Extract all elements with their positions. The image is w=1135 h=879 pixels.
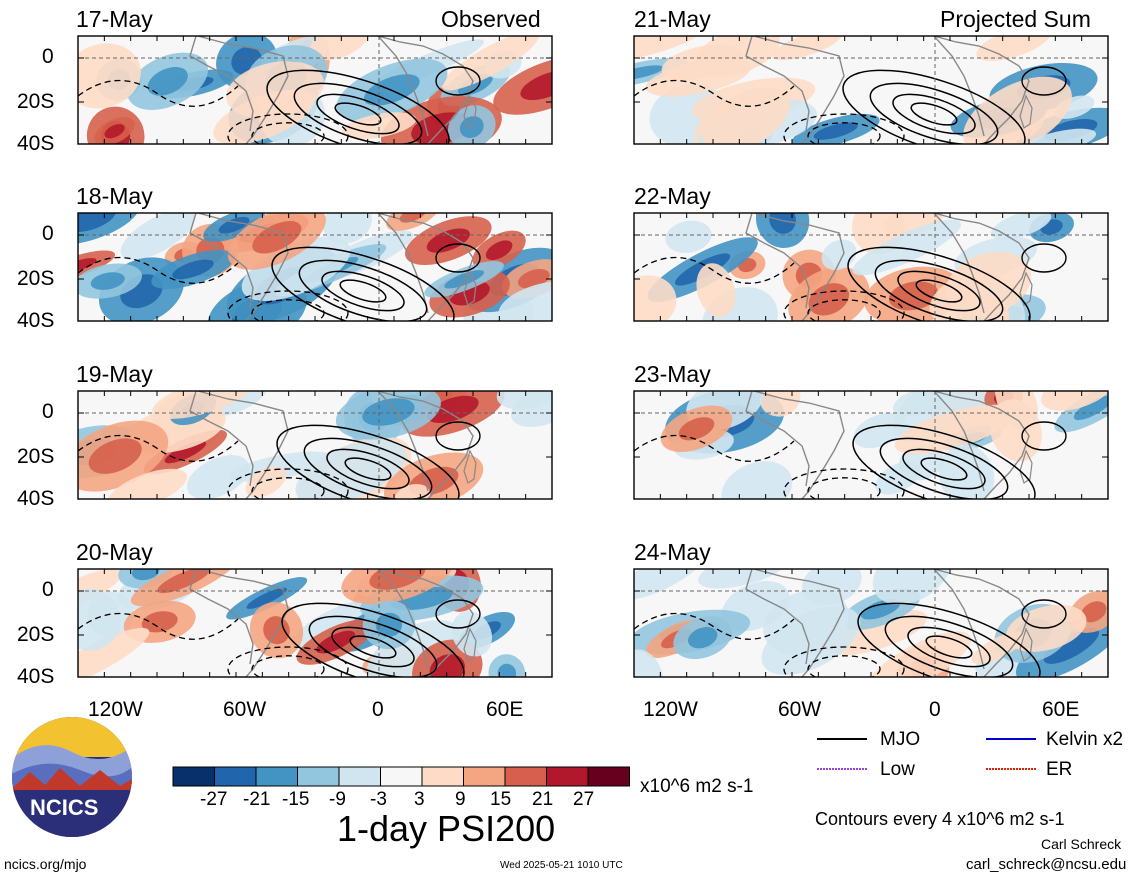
map-panel bbox=[633, 35, 1109, 145]
colorbar-swatch bbox=[172, 766, 215, 787]
colorbar-label: -3 bbox=[370, 789, 387, 810]
panel-date: 20-May bbox=[76, 539, 153, 565]
lat-label: 0 bbox=[42, 578, 54, 601]
lon-label: 60E bbox=[486, 698, 524, 721]
colorbar-swatch bbox=[504, 766, 547, 787]
panel-date: 21-May bbox=[634, 6, 711, 32]
colorbar-units: x10^6 m2 s-1 bbox=[640, 776, 754, 797]
lat-label: 40S bbox=[17, 487, 55, 510]
site-url: ncics.org/mjo bbox=[4, 856, 87, 872]
colorbar-swatch bbox=[338, 766, 381, 787]
lon-label: 120W bbox=[88, 698, 143, 721]
colorbar-label: -21 bbox=[243, 789, 271, 810]
colorbar-label: 3 bbox=[414, 789, 425, 810]
colorbar-label: -9 bbox=[329, 789, 346, 810]
colorbar-swatch bbox=[214, 766, 257, 787]
lat-label: 40S bbox=[17, 309, 55, 332]
legend-label-kelvin: Kelvin x2 bbox=[1046, 729, 1124, 750]
lat-label: 20S bbox=[17, 90, 55, 113]
colorbar-swatch bbox=[380, 766, 423, 787]
lon-label: 60E bbox=[1042, 698, 1080, 721]
colorbar-label: -27 bbox=[200, 789, 228, 810]
lat-label: 20S bbox=[17, 445, 55, 468]
ncics-logo bbox=[12, 717, 132, 837]
map-panel bbox=[77, 568, 553, 678]
colorbar-swatch bbox=[255, 766, 298, 787]
lon-label: 0 bbox=[929, 698, 941, 721]
panel-date: 22-May bbox=[634, 183, 711, 209]
colorbar-swatch bbox=[421, 766, 464, 787]
lon-label: 120W bbox=[643, 698, 698, 721]
figure-title: 1-day PSI200 bbox=[337, 808, 556, 849]
colorbar-label: 9 bbox=[455, 789, 466, 810]
map-panel bbox=[633, 212, 1109, 322]
contours-note: Contours every 4 x10^6 m2 s-1 bbox=[815, 809, 1065, 829]
legend-label-low: Low bbox=[880, 759, 915, 780]
lat-label: 0 bbox=[42, 45, 54, 68]
lat-label: 40S bbox=[17, 132, 55, 155]
legend-label-er: ER bbox=[1046, 759, 1073, 780]
map-panel bbox=[633, 568, 1109, 678]
colorbar-swatch bbox=[587, 766, 630, 787]
panel-date: 18-May bbox=[76, 183, 153, 209]
projected-label: Projected Sum bbox=[940, 6, 1091, 32]
author-name: Carl Schreck bbox=[1041, 836, 1122, 852]
colorbar-label: 21 bbox=[532, 789, 554, 810]
map-panel bbox=[633, 390, 1109, 500]
legend-label-mjo: MJO bbox=[880, 729, 921, 750]
observed-label: Observed bbox=[441, 6, 541, 32]
colorbar-swatch bbox=[463, 766, 506, 787]
lon-label: 0 bbox=[372, 698, 384, 721]
colorbar-label: -15 bbox=[282, 789, 310, 810]
panel-date: 23-May bbox=[634, 361, 711, 387]
lat-label: 0 bbox=[42, 400, 54, 423]
panel-date: 19-May bbox=[76, 361, 153, 387]
panel-date: 24-May bbox=[634, 539, 711, 565]
colorbar-swatch bbox=[546, 766, 589, 787]
legend-lines bbox=[817, 738, 1036, 770]
colorbar-label: 27 bbox=[573, 789, 595, 810]
lon-label: 60W bbox=[778, 698, 822, 721]
lat-label: 20S bbox=[17, 623, 55, 646]
author-email: carl_schreck@ncsu.edu bbox=[966, 856, 1127, 873]
logo-text: NCICS bbox=[30, 795, 99, 820]
lon-label: 60W bbox=[223, 698, 267, 721]
panel-date: 17-May bbox=[76, 6, 153, 32]
colorbar-label: 15 bbox=[490, 789, 512, 810]
lat-label: 0 bbox=[42, 222, 54, 245]
colorbar-swatch bbox=[297, 766, 340, 787]
panels-layer bbox=[77, 35, 1109, 678]
map-panel bbox=[77, 212, 553, 322]
map-panel bbox=[77, 390, 553, 500]
map-panel bbox=[77, 35, 553, 145]
colorbar bbox=[172, 766, 630, 787]
timestamp: Wed 2025-05-21 1010 UTC bbox=[500, 860, 623, 871]
lat-label: 40S bbox=[17, 665, 55, 688]
lat-label: 20S bbox=[17, 267, 55, 290]
